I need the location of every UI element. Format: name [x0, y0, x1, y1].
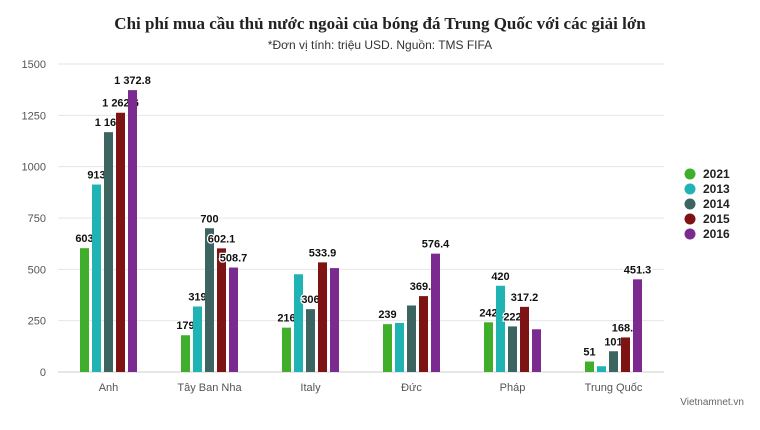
data-label: 913: [87, 170, 105, 182]
bar-2015: [621, 337, 630, 372]
data-label: 317.2: [511, 292, 539, 304]
data-label: 51: [583, 347, 595, 359]
y-tick-label: 1250: [22, 110, 46, 122]
data-label: 576.4: [422, 239, 450, 251]
x-category-label: Tây Ban Nha: [177, 382, 242, 394]
bar-2021: [383, 324, 392, 372]
x-category-label: Đức: [401, 382, 422, 394]
bar-2021: [282, 327, 291, 372]
y-tick-label: 250: [28, 316, 46, 328]
legend-label: 2016: [703, 227, 730, 241]
bar-2015: [318, 262, 327, 372]
data-label: 602.1: [208, 233, 236, 245]
bar-2015: [520, 306, 529, 372]
bar-2016: [431, 253, 440, 372]
bar-2016: [330, 268, 339, 372]
bar-2014: [205, 228, 214, 372]
legend-label: 2015: [703, 212, 730, 226]
bar-2013: [496, 285, 505, 372]
bar-2021: [80, 248, 89, 372]
data-label: 306: [301, 294, 319, 306]
data-label: 179: [176, 320, 194, 332]
data-label: 222: [503, 311, 521, 323]
y-tick-label: 750: [28, 213, 46, 225]
bar-2014: [508, 326, 517, 372]
x-category-label: Pháp: [500, 382, 526, 394]
bar-2013: [92, 184, 101, 372]
data-label: 101: [604, 336, 622, 348]
data-label: 508.7: [220, 253, 248, 265]
bar-2015: [217, 248, 226, 372]
chart-title: Chi phí mua cầu thủ nước ngoài của bóng …: [114, 14, 646, 33]
y-tick-label: 1000: [22, 162, 46, 174]
data-label: 319: [188, 291, 206, 303]
legend-marker-2013: [684, 183, 696, 195]
legend-marker-2015: [684, 213, 696, 225]
bar-2016: [128, 90, 137, 372]
chart-subtitle: *Đơn vị tính: triệu USD. Nguồn: TMS FIFA: [267, 38, 493, 52]
x-category-label: Italy: [300, 382, 321, 394]
legend-label: 2014: [703, 197, 730, 211]
bar-2014: [407, 305, 416, 372]
y-tick-label: 0: [40, 367, 46, 379]
x-category-label: Trung Quốc: [585, 382, 643, 394]
data-label: 239: [378, 309, 396, 321]
bar-2014: [306, 309, 315, 372]
bar-2013: [294, 274, 303, 372]
data-label: 1 372.8: [114, 75, 151, 87]
bar-2016: [532, 329, 541, 372]
data-label: 451.3: [624, 264, 652, 276]
legend-label: 2013: [703, 182, 730, 196]
bar-2021: [181, 335, 190, 372]
bar-2013: [395, 322, 404, 372]
bar-2014: [609, 351, 618, 372]
y-tick-label: 500: [28, 264, 46, 276]
bar-2013: [193, 306, 202, 372]
data-label: 242: [479, 307, 497, 319]
legend-marker-2021: [684, 168, 696, 180]
bar-2021: [484, 322, 493, 372]
x-category-label: Anh: [99, 382, 119, 394]
bar-2016: [633, 279, 642, 372]
data-label: 700: [200, 213, 218, 225]
y-tick-label: 1500: [22, 59, 46, 71]
data-label: 420: [491, 271, 509, 283]
source-credit: Vietnamnet.vn: [680, 397, 744, 408]
legend-label: 2021: [703, 167, 730, 181]
legend-marker-2016: [684, 228, 696, 240]
bar-2021: [585, 361, 594, 372]
bar-2015: [116, 112, 125, 373]
bar-2013: [597, 366, 606, 372]
data-label: 216: [277, 313, 295, 325]
data-label: 603: [75, 233, 93, 245]
bar-2014: [104, 132, 113, 372]
bar-2016: [229, 267, 238, 372]
data-label: 533.9: [309, 247, 337, 259]
bar-2015: [419, 296, 428, 372]
legend-marker-2014: [684, 198, 696, 210]
